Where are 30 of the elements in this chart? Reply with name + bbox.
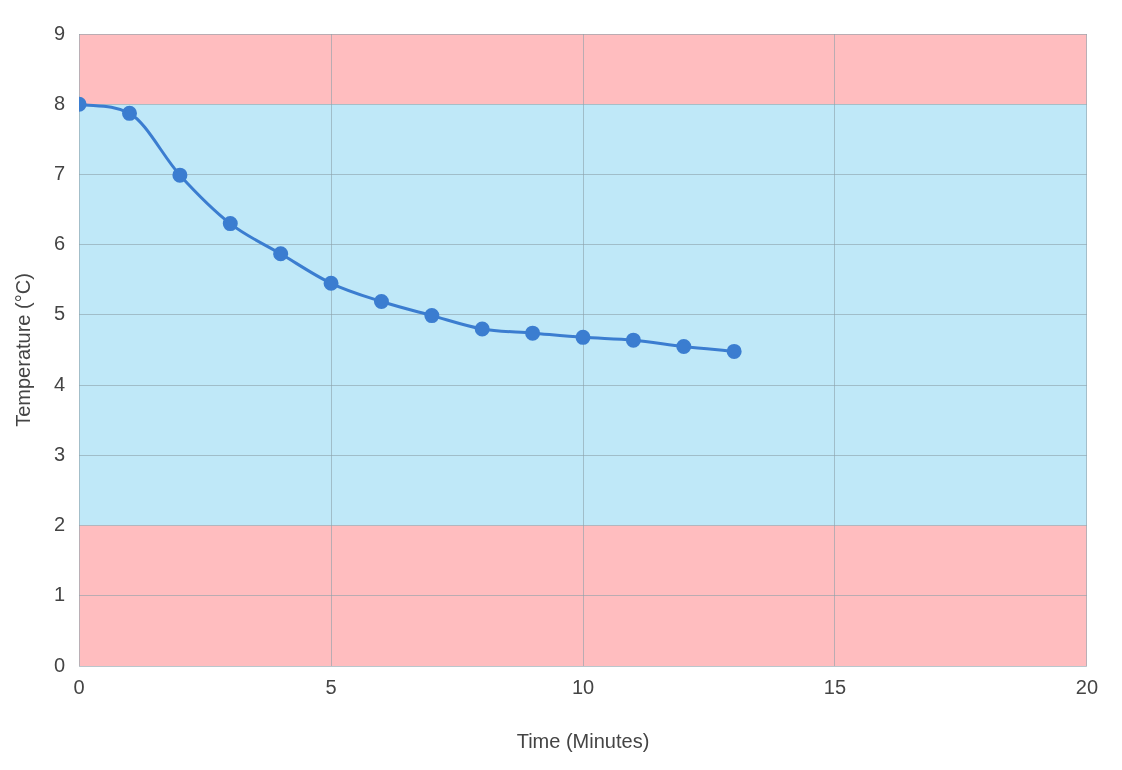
y-tick-label: 4 [54, 372, 66, 395]
point [222, 216, 238, 232]
x-tick-label: 20 [1075, 675, 1098, 698]
y-axis-title: Temperature (°C) [11, 273, 34, 427]
y-tick-label: 7 [54, 161, 66, 184]
point [525, 325, 541, 341]
y-tick-label: 3 [54, 442, 66, 465]
y-tick-label: 5 [54, 302, 66, 325]
x-tick-label: 0 [73, 675, 85, 698]
point [273, 246, 289, 262]
point [474, 321, 490, 337]
point [122, 105, 138, 121]
x-tick-label: 5 [325, 675, 337, 698]
y-tick-label: 6 [54, 232, 66, 255]
y-tick-label: 8 [54, 91, 66, 114]
point [323, 275, 339, 291]
point [373, 294, 389, 310]
x-tick-label: 10 [571, 675, 595, 698]
y-tick-label: 9 [54, 21, 66, 44]
x-axis-title: Time (Minutes) [516, 729, 650, 752]
point [726, 343, 742, 359]
x-tick-label: 15 [823, 675, 847, 698]
point [625, 332, 641, 348]
point [575, 329, 591, 345]
point [676, 338, 692, 354]
y-tick-label: 1 [54, 583, 66, 606]
point [172, 167, 188, 183]
y-tick-label: 2 [54, 513, 66, 536]
point [424, 308, 440, 324]
y-tick-label: 0 [54, 653, 66, 676]
